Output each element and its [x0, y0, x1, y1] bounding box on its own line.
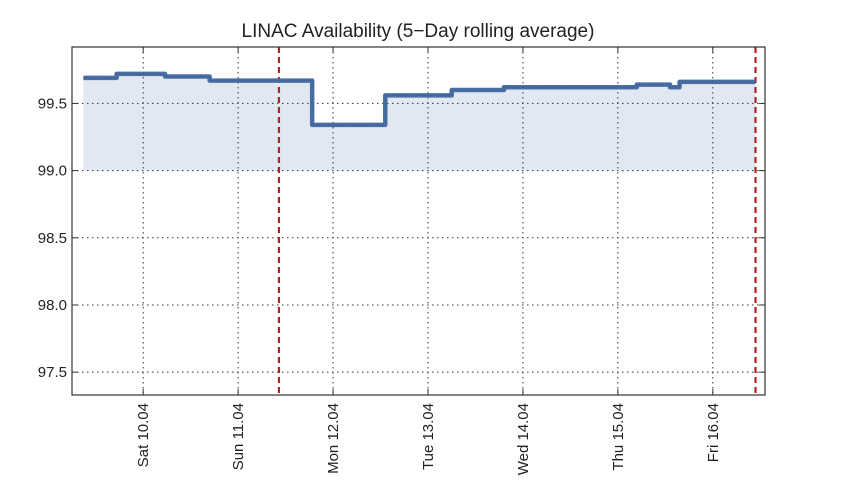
vertical-marker-layer: [277, 47, 757, 395]
y-tick-labels: 97.5 98.0 98.5 99.0 99.5: [38, 95, 67, 381]
x-tick-labels: Sat 10.04 Sun 11.04 Mon 12.04 Tue 13.04 Wed …: [135, 403, 722, 475]
grid-layer: [72, 47, 765, 395]
series-layer: [83, 71, 756, 128]
tick-layer: [72, 47, 765, 395]
plot-frame: [71, 46, 766, 396]
chart-title: LINAC Availability (5−Day rolling averag…: [242, 21, 595, 42]
area-fill: [83, 73, 756, 171]
y-tick-label: 98.0: [38, 297, 67, 314]
x-tick-label: Sat 10.04: [135, 403, 152, 467]
x-tick-label: Wed 14.04: [515, 403, 532, 475]
x-tick-label: Mon 12.04: [325, 403, 342, 474]
area-fill-layer: [83, 73, 756, 171]
y-tick-label: 97.5: [38, 364, 67, 381]
x-tick-label: Fri 16.04: [705, 403, 722, 462]
x-tick-label: Tue 13.04: [420, 403, 437, 470]
series-line-texture: [83, 73, 756, 126]
x-tick-label: Thu 15.04: [610, 403, 627, 471]
y-tick-label: 98.5: [38, 230, 67, 247]
y-tick-label: 99.0: [38, 163, 67, 180]
x-tick-label: Sun 11.04: [230, 403, 247, 470]
y-tick-label: 99.5: [38, 95, 67, 112]
